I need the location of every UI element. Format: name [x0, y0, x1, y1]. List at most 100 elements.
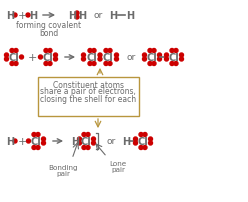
- Circle shape: [82, 146, 86, 150]
- Circle shape: [174, 49, 178, 53]
- Text: or: or: [126, 53, 136, 62]
- Text: Cl: Cl: [81, 136, 91, 146]
- Circle shape: [44, 49, 48, 53]
- Circle shape: [75, 12, 79, 16]
- Circle shape: [174, 62, 178, 66]
- Text: Cl: Cl: [147, 53, 157, 63]
- Circle shape: [4, 54, 8, 58]
- Text: Cl: Cl: [87, 53, 97, 63]
- Text: H: H: [6, 11, 14, 21]
- Text: H: H: [78, 11, 86, 21]
- Circle shape: [32, 146, 36, 150]
- Text: H: H: [122, 136, 130, 146]
- Text: Cl: Cl: [31, 136, 41, 146]
- Circle shape: [143, 146, 147, 150]
- Circle shape: [86, 146, 90, 150]
- Circle shape: [152, 62, 156, 66]
- Circle shape: [133, 137, 137, 141]
- Circle shape: [10, 62, 14, 66]
- Text: pair: pair: [56, 170, 70, 176]
- Circle shape: [149, 137, 153, 141]
- Circle shape: [54, 58, 58, 62]
- Text: H: H: [68, 11, 76, 21]
- Circle shape: [115, 58, 119, 62]
- Circle shape: [48, 49, 52, 53]
- Circle shape: [78, 137, 82, 141]
- Circle shape: [38, 56, 42, 60]
- Text: +: +: [17, 136, 27, 146]
- Circle shape: [143, 54, 147, 58]
- Circle shape: [13, 14, 17, 18]
- Circle shape: [32, 133, 36, 137]
- Circle shape: [41, 141, 45, 145]
- Circle shape: [180, 54, 184, 58]
- Text: forming covalent: forming covalent: [16, 21, 82, 30]
- Circle shape: [86, 133, 90, 137]
- Text: Lone: Lone: [109, 160, 127, 166]
- Text: +: +: [17, 11, 27, 21]
- Text: H: H: [126, 11, 134, 21]
- Circle shape: [88, 49, 92, 53]
- Text: H: H: [109, 11, 117, 21]
- Circle shape: [115, 54, 119, 58]
- Circle shape: [26, 14, 30, 18]
- Circle shape: [139, 133, 143, 137]
- Circle shape: [78, 141, 82, 145]
- Circle shape: [157, 58, 161, 62]
- Text: H: H: [71, 136, 79, 146]
- Text: Constituent atoms: Constituent atoms: [53, 80, 124, 89]
- Circle shape: [164, 54, 168, 58]
- Circle shape: [148, 62, 152, 66]
- Circle shape: [98, 54, 102, 58]
- Circle shape: [108, 49, 112, 53]
- Text: H: H: [6, 136, 14, 146]
- Circle shape: [92, 137, 95, 141]
- Text: Cl: Cl: [138, 136, 148, 146]
- Circle shape: [104, 49, 108, 53]
- FancyBboxPatch shape: [37, 77, 138, 116]
- Text: Cl: Cl: [169, 53, 179, 63]
- Circle shape: [92, 49, 96, 53]
- Circle shape: [104, 62, 108, 66]
- Circle shape: [44, 62, 48, 66]
- Circle shape: [13, 139, 17, 143]
- Circle shape: [4, 58, 8, 62]
- Circle shape: [133, 141, 137, 145]
- Circle shape: [14, 62, 18, 66]
- Circle shape: [148, 49, 152, 53]
- Circle shape: [143, 133, 147, 137]
- Circle shape: [152, 49, 156, 53]
- Text: Cl: Cl: [103, 53, 113, 63]
- Text: Cl: Cl: [9, 53, 19, 63]
- Circle shape: [157, 54, 161, 58]
- Circle shape: [14, 49, 18, 53]
- Text: pair: pair: [111, 166, 125, 172]
- Circle shape: [20, 56, 24, 60]
- Circle shape: [170, 62, 174, 66]
- Text: Cl: Cl: [43, 53, 53, 63]
- Circle shape: [82, 133, 86, 137]
- Circle shape: [92, 62, 96, 66]
- Text: share a pair of electrons,: share a pair of electrons,: [40, 87, 136, 96]
- Circle shape: [170, 49, 174, 53]
- Circle shape: [75, 16, 79, 20]
- Circle shape: [48, 62, 52, 66]
- Circle shape: [82, 54, 86, 58]
- Circle shape: [180, 58, 184, 62]
- Text: or: or: [93, 12, 103, 20]
- Circle shape: [27, 139, 31, 143]
- Text: bond: bond: [39, 28, 59, 37]
- Circle shape: [149, 141, 153, 145]
- Text: H: H: [29, 11, 37, 21]
- Circle shape: [92, 141, 95, 145]
- Circle shape: [98, 58, 102, 62]
- Circle shape: [54, 54, 58, 58]
- Circle shape: [88, 62, 92, 66]
- Circle shape: [139, 146, 143, 150]
- Circle shape: [164, 58, 168, 62]
- Circle shape: [10, 49, 14, 53]
- Text: closing the shell for each: closing the shell for each: [40, 94, 136, 103]
- Circle shape: [36, 133, 40, 137]
- Circle shape: [41, 137, 45, 141]
- Text: +: +: [27, 53, 37, 63]
